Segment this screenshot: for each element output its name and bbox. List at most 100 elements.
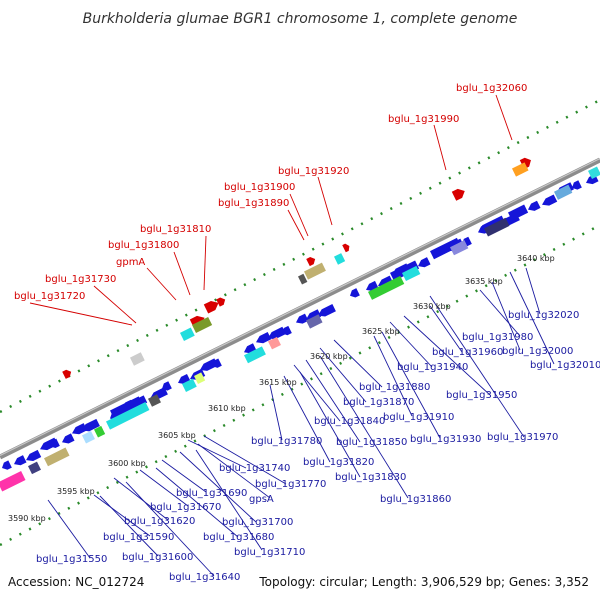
gene-label-forward: bglu_1g31900: [224, 182, 295, 193]
gene-label-reverse: bglu_1g31690: [176, 488, 247, 499]
gene-block-shape: [554, 184, 573, 200]
reverse-gene-arrow-shape: [200, 358, 218, 371]
tick-label: 3620 kbp: [310, 352, 348, 361]
gene-label-reverse: bglu_1g31980: [462, 332, 533, 343]
reverse-gene-arrow: [2, 460, 12, 470]
reverse-gene-block: [390, 260, 420, 281]
reverse-gene-arrow: [350, 288, 360, 298]
forward-gene-arrow: [451, 188, 465, 201]
reverse-gene-arrow: [296, 313, 309, 324]
gene-label-forward: bglu_1g31730: [45, 274, 116, 285]
leader-line: [146, 267, 177, 301]
gene-block-shape: [484, 217, 510, 237]
reverse-gene-arrow: [418, 257, 431, 268]
reverse-gene-arrow: [572, 180, 582, 190]
leader-line: [381, 331, 441, 439]
gene-label-reverse: bglu_1g31930: [410, 434, 481, 445]
gene-label-reverse: bglu_1g31970: [487, 432, 558, 443]
feature-green: [368, 275, 405, 300]
tick-label: 3640 kbp: [517, 254, 555, 263]
gene-label-forward: gpmA: [116, 257, 145, 268]
reverse-gene-arrow-shape: [72, 423, 88, 435]
leader-line: [305, 359, 361, 443]
feature-navy: [28, 461, 41, 475]
tick-label: 3605 kbp: [158, 431, 196, 440]
leader-line: [317, 176, 333, 226]
tick-label: 3595 kbp: [57, 487, 95, 496]
forward-gene-arrow: [519, 157, 531, 170]
gene-label-reverse: bglu_1g31550: [36, 554, 107, 565]
forward-gene-arrow: [342, 243, 350, 253]
gene-label-forward: bglu_1g31800: [108, 240, 179, 251]
reverse-gene-arrow: [268, 326, 286, 340]
leader-line: [491, 281, 521, 351]
tick-label: 3590 kbp: [8, 514, 46, 523]
leader-line: [429, 305, 463, 353]
gene-block-shape: [82, 430, 95, 444]
gene-block-shape: [298, 273, 308, 285]
gene-label-reverse: bglu_1g31780: [251, 436, 322, 447]
leader-line: [287, 209, 305, 241]
gene-block-shape: [194, 372, 206, 385]
gene-block-shape: [268, 336, 281, 350]
gene-label-reverse: bglu_1g31870: [343, 397, 414, 408]
forward-gene-arrow: [306, 257, 316, 267]
gene-block-shape: [450, 240, 469, 256]
feature-cyan: [334, 253, 346, 265]
reverse-gene-arrow: [26, 449, 42, 462]
gene-label-reverse: bglu_1g31710: [234, 547, 305, 558]
forward-gene-arrow-shape: [306, 257, 316, 267]
tick-label: 3600 kbp: [108, 459, 146, 468]
reverse-gene-arrow-shape: [542, 194, 558, 206]
gene-label-reverse: bglu_1g31600: [122, 552, 193, 563]
gene-block-shape: [508, 204, 529, 221]
gene-label-forward: bglu_1g31920: [278, 166, 349, 177]
feature-grey: [298, 273, 308, 285]
gene-label-reverse: bglu_1g31770: [255, 479, 326, 490]
reverse-gene-arrow: [528, 200, 541, 211]
gene-block-shape: [304, 262, 326, 280]
reverse-gene-arrow: [256, 332, 272, 344]
feature-track: [0, 157, 600, 492]
gene-label-reverse: bglu_1g31640: [169, 572, 240, 583]
gene-block-shape: [430, 237, 461, 260]
reverse-gene-arrow-shape: [268, 326, 286, 340]
tick-label: 3625 kbp: [362, 327, 400, 336]
gene-block-shape: [368, 275, 405, 300]
gene-label-reverse: bglu_1g31680: [203, 532, 274, 543]
gene-label-reverse: bglu_1g32010: [530, 360, 600, 371]
reverse-gene-arrow-shape: [350, 288, 360, 298]
feature-lightgrey: [130, 352, 145, 366]
feature-lavender: [450, 240, 469, 256]
gene-block-shape: [0, 470, 26, 492]
feature-pink: [0, 470, 26, 492]
gene-label-reverse: bglu_1g31860: [380, 494, 451, 505]
leader-line: [161, 459, 207, 493]
leader-line: [429, 295, 525, 438]
reverse-gene-arrow-shape: [296, 313, 309, 324]
reverse-gene-arrow-shape: [282, 325, 292, 336]
reverse-gene-arrow: [62, 433, 75, 444]
leader-line: [29, 302, 133, 326]
feature-grey: [148, 394, 161, 407]
gene-label-forward: bglu_1g32060: [456, 83, 527, 94]
gene-label-reverse: bglu_1g31940: [397, 362, 468, 373]
gene-block-shape: [180, 327, 195, 341]
leader-line: [125, 481, 215, 577]
leader-line: [389, 321, 433, 368]
gene-label-forward: bglu_1g31810: [140, 224, 211, 235]
gene-label-reverse: bglu_1g32020: [508, 310, 579, 321]
map-title: Burkholderia glumae BGR1 chromosome 1, c…: [83, 11, 518, 27]
leader-line: [113, 477, 169, 521]
leader-line: [293, 364, 341, 422]
reverse-gene-arrow: [212, 358, 222, 368]
reverse-gene-block: [110, 396, 143, 419]
leader-line: [525, 267, 541, 315]
feature-orange: [512, 162, 529, 177]
gene-label-reverse: bglu_1g31910: [383, 412, 454, 423]
feature-salmon: [268, 336, 281, 350]
leader-line: [403, 315, 491, 396]
genome-backbone: [0, 157, 600, 460]
leader-line: [289, 193, 309, 237]
